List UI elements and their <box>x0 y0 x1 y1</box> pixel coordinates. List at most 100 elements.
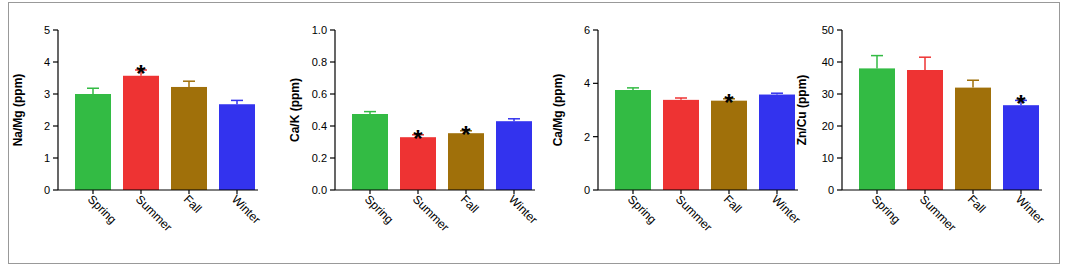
error-bar <box>231 100 243 104</box>
error-cap <box>364 111 376 113</box>
bar <box>955 88 991 190</box>
x-tick-label: Spring <box>85 192 119 226</box>
y-tick-label: 0 <box>44 184 50 196</box>
x-tick-label: Winter <box>506 192 540 226</box>
bar <box>1003 105 1039 190</box>
y-tick-label: 6 <box>584 24 590 36</box>
error-cap <box>183 80 195 82</box>
bar <box>352 114 388 190</box>
significance-marker: * <box>724 89 734 116</box>
y-tick <box>330 93 335 94</box>
error-cap <box>87 87 99 89</box>
error-cap <box>967 79 979 81</box>
bars <box>615 88 795 190</box>
x-tick-label: Fall <box>458 192 482 216</box>
y-tick-label: 30 <box>822 88 834 100</box>
bar <box>123 76 159 190</box>
y-tick <box>330 157 335 158</box>
significance-marker: * <box>136 60 146 87</box>
figure: 012345SpringSummerFallWinterNa/Mg (ppm)*… <box>0 0 1067 267</box>
y-tick <box>53 157 58 158</box>
error-bar <box>627 88 639 90</box>
y-tick-label: 2 <box>44 120 50 132</box>
error-cap <box>675 97 687 99</box>
y-tick-label: 50 <box>822 24 834 36</box>
error-stem <box>188 81 190 87</box>
y-axis <box>597 30 598 190</box>
y-tick <box>330 189 335 190</box>
error-cap <box>771 92 783 94</box>
bar <box>496 121 532 190</box>
y-tick <box>837 189 842 190</box>
y-tick <box>330 125 335 126</box>
y-tick <box>53 189 58 190</box>
panel: 012345SpringSummerFallWinterNa/Mg (ppm)* <box>11 24 263 234</box>
bars <box>859 56 1039 190</box>
bars <box>352 112 532 190</box>
bar <box>663 100 699 190</box>
y-tick-label: 5 <box>44 24 50 36</box>
y-tick-label: 0 <box>584 184 590 196</box>
y-axis <box>334 30 335 190</box>
bars <box>75 70 255 190</box>
y-tick <box>53 93 58 94</box>
y-axis <box>841 30 842 190</box>
error-bar <box>508 119 520 121</box>
error-stem <box>972 80 974 87</box>
y-tick-label: 0.6 <box>312 88 327 100</box>
y-tick-label: 40 <box>822 56 834 68</box>
y-axis <box>57 30 58 190</box>
y-tick-label: 0.4 <box>312 120 327 132</box>
error-cap <box>871 55 883 57</box>
error-stem <box>92 88 94 94</box>
error-bar <box>364 112 376 114</box>
x-tick-label: Fall <box>721 192 745 216</box>
panel: 0.00.20.40.60.81.0SpringSummerFallWinter… <box>288 24 540 234</box>
error-bar <box>967 80 979 87</box>
y-tick <box>837 61 842 62</box>
error-bar <box>919 57 931 70</box>
significance-marker: * <box>1016 90 1026 117</box>
error-stem <box>876 56 878 69</box>
x-tick-label: Spring <box>869 192 903 226</box>
x-tick-label: Winter <box>1013 192 1047 226</box>
y-tick <box>593 189 598 190</box>
figure-frame <box>9 3 1060 264</box>
error-bar <box>87 88 99 94</box>
y-tick-label: 3 <box>44 88 50 100</box>
x-axis <box>58 189 258 190</box>
error-cap <box>919 56 931 58</box>
y-tick <box>330 29 335 30</box>
bar <box>219 104 255 190</box>
significance-marker: * <box>413 125 423 152</box>
y-tick <box>593 83 598 84</box>
x-tick-label: Summer <box>917 192 959 234</box>
y-axis-label: Ca/K (ppm) <box>288 78 302 142</box>
error-bar <box>871 56 883 69</box>
y-tick <box>593 136 598 137</box>
error-bar <box>771 93 783 94</box>
bar <box>907 70 943 190</box>
significance-marker: * <box>461 121 471 148</box>
y-axis-label: Na/Mg (ppm) <box>11 74 25 147</box>
error-cap <box>627 87 639 89</box>
x-tick-label: Spring <box>625 192 659 226</box>
x-tick-label: Fall <box>181 192 205 216</box>
panel: 0246SpringSummerFallWinterCa/Mg (ppm)* <box>551 24 803 234</box>
y-tick <box>837 125 842 126</box>
x-tick-label: Summer <box>410 192 452 234</box>
y-tick-label: 0.8 <box>312 56 327 68</box>
x-tick-label: Spring <box>362 192 396 226</box>
y-tick-label: 0.2 <box>312 152 327 164</box>
x-tick-label: Winter <box>229 192 263 226</box>
y-tick-label: 0 <box>828 184 834 196</box>
x-tick-label: Winter <box>769 192 803 226</box>
x-tick-label: Summer <box>673 192 715 234</box>
y-tick-label: 0.0 <box>312 184 327 196</box>
bar <box>759 95 795 190</box>
y-tick-label: 1 <box>44 152 50 164</box>
y-tick-label: 2 <box>584 131 590 143</box>
bar <box>859 68 895 190</box>
y-tick <box>53 29 58 30</box>
y-tick-label: 20 <box>822 120 834 132</box>
